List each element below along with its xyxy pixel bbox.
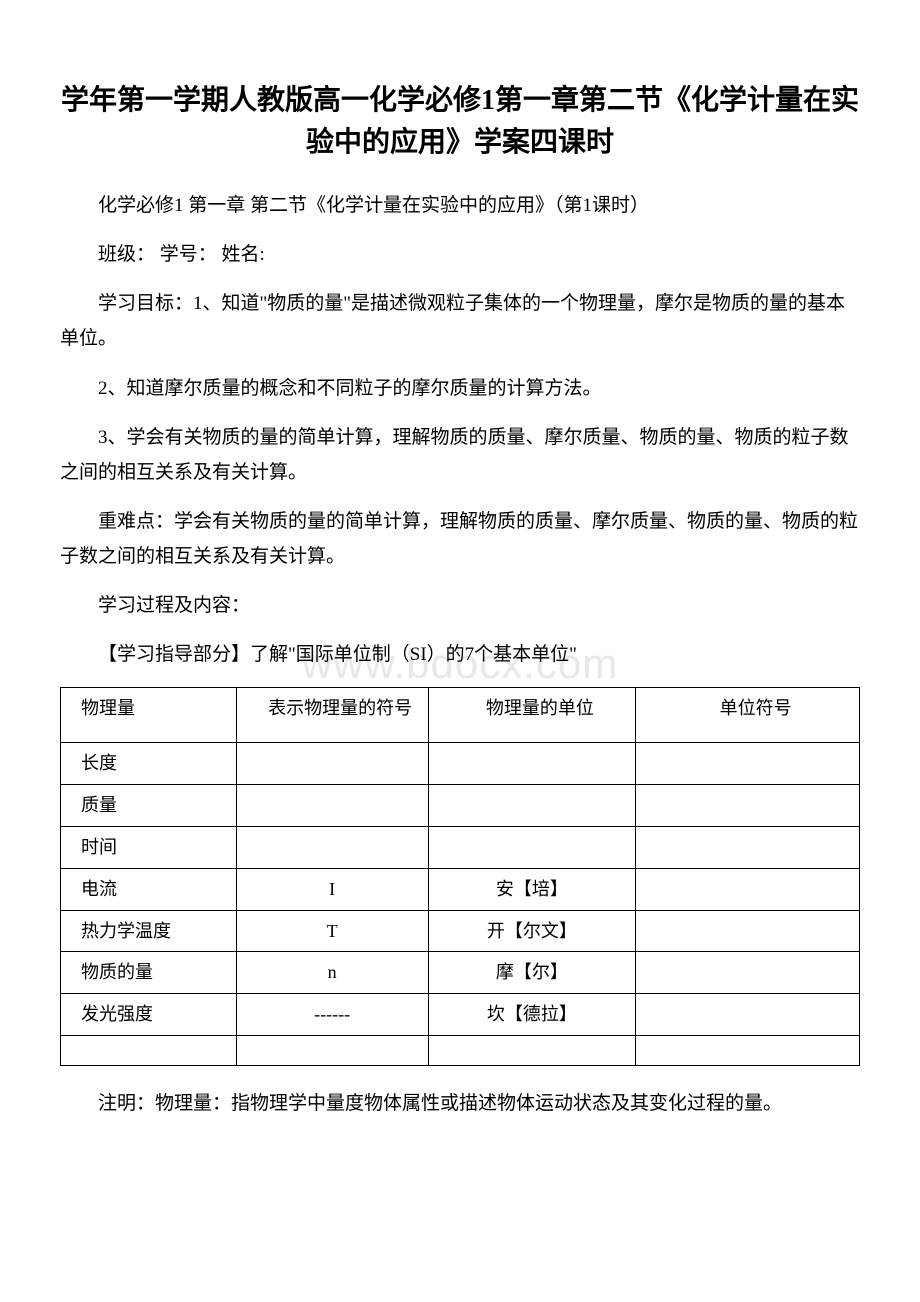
table-cell <box>636 743 860 785</box>
objective-1: 学习目标：1、知道"物质的量"是描述微观粒子集体的一个物理量，摩尔是物质的量的基… <box>60 286 860 356</box>
table-cell <box>636 1035 860 1065</box>
table-header-cell: 表示物理量的符号 <box>236 687 428 743</box>
table-cell <box>428 785 636 827</box>
table-row <box>61 1035 860 1065</box>
key-points-label: 重难点： <box>98 511 174 532</box>
table-cell: 安【培】 <box>428 868 636 910</box>
objective-2: 2、知道摩尔质量的概念和不同粒子的摩尔质量的计算方法。 <box>60 371 860 406</box>
table-cell: 发光强度 <box>61 994 237 1036</box>
table-cell: I <box>236 868 428 910</box>
table-cell: 时间 <box>61 826 237 868</box>
table-cell: 质量 <box>61 785 237 827</box>
table-cell: 电流 <box>61 868 237 910</box>
document-title: 学年第一学期人教版高一化学必修1第一章第二节《化学计量在实验中的应用》学案四课时 <box>60 80 860 164</box>
table-cell: 摩【尔】 <box>428 952 636 994</box>
guide-section: 【学习指导部分】了解"国际单位制（SI）的7个基本单位" <box>60 637 860 672</box>
objectives-label: 学习目标： <box>98 293 193 314</box>
table-row: 热力学温度 T 开【尔文】 <box>61 910 860 952</box>
subtitle-paragraph: 化学必修1 第一章 第二节《化学计量在实验中的应用》（第1课时） <box>60 188 860 223</box>
table-row: 时间 <box>61 826 860 868</box>
table-row: 电流 I 安【培】 <box>61 868 860 910</box>
note-paragraph: 注明：物理量：指物理学中量度物体属性或描述物体运动状态及其变化过程的量。 <box>60 1086 860 1121</box>
key-points: 重难点：学会有关物质的量的简单计算，理解物质的质量、摩尔质量、物质的量、物质的粒… <box>60 504 860 574</box>
table-cell <box>236 826 428 868</box>
table-cell <box>636 910 860 952</box>
table-cell <box>636 952 860 994</box>
table-row: 发光强度 ------ 坎【德拉】 <box>61 994 860 1036</box>
table-cell <box>636 826 860 868</box>
student-info-line: 班级： 学号： 姓名: <box>60 237 860 272</box>
table-row: 物质的量 n 摩【尔】 <box>61 952 860 994</box>
table-cell <box>236 785 428 827</box>
table-cell: 物质的量 <box>61 952 237 994</box>
table-cell: 长度 <box>61 743 237 785</box>
table-row: 质量 <box>61 785 860 827</box>
table-cell <box>636 994 860 1036</box>
table-cell: 热力学温度 <box>61 910 237 952</box>
table-row: 长度 <box>61 743 860 785</box>
note-label: 注明： <box>98 1093 155 1114</box>
objective-3: 3、学会有关物质的量的简单计算，理解物质的质量、摩尔质量、物质的量、物质的粒子数… <box>60 420 860 490</box>
key-points-text: 学会有关物质的量的简单计算，理解物质的质量、摩尔质量、物质的量、物质的粒子数之间… <box>60 511 858 567</box>
process-label: 学习过程及内容： <box>60 588 860 623</box>
table-cell <box>61 1035 237 1065</box>
table-cell <box>636 785 860 827</box>
table-header-row: 物理量 表示物理量的符号 物理量的单位 单位符号 <box>61 687 860 743</box>
table-cell: ------ <box>236 994 428 1036</box>
table-cell: 坎【德拉】 <box>428 994 636 1036</box>
table-cell: T <box>236 910 428 952</box>
table-cell: 开【尔文】 <box>428 910 636 952</box>
table-cell <box>236 1035 428 1065</box>
document-content: 学年第一学期人教版高一化学必修1第一章第二节《化学计量在实验中的应用》学案四课时… <box>60 80 860 1121</box>
si-units-table: 物理量 表示物理量的符号 物理量的单位 单位符号 长度 质量 时间 电流 I 安… <box>60 687 860 1066</box>
table-cell <box>636 868 860 910</box>
table-header-cell: 单位符号 <box>636 687 860 743</box>
table-cell <box>428 1035 636 1065</box>
table-header-cell: 物理量 <box>61 687 237 743</box>
table-cell <box>236 743 428 785</box>
table-header-cell: 物理量的单位 <box>428 687 636 743</box>
note-text: 物理量：指物理学中量度物体属性或描述物体运动状态及其变化过程的量。 <box>155 1093 782 1114</box>
table-cell: n <box>236 952 428 994</box>
table-cell <box>428 826 636 868</box>
table-cell <box>428 743 636 785</box>
